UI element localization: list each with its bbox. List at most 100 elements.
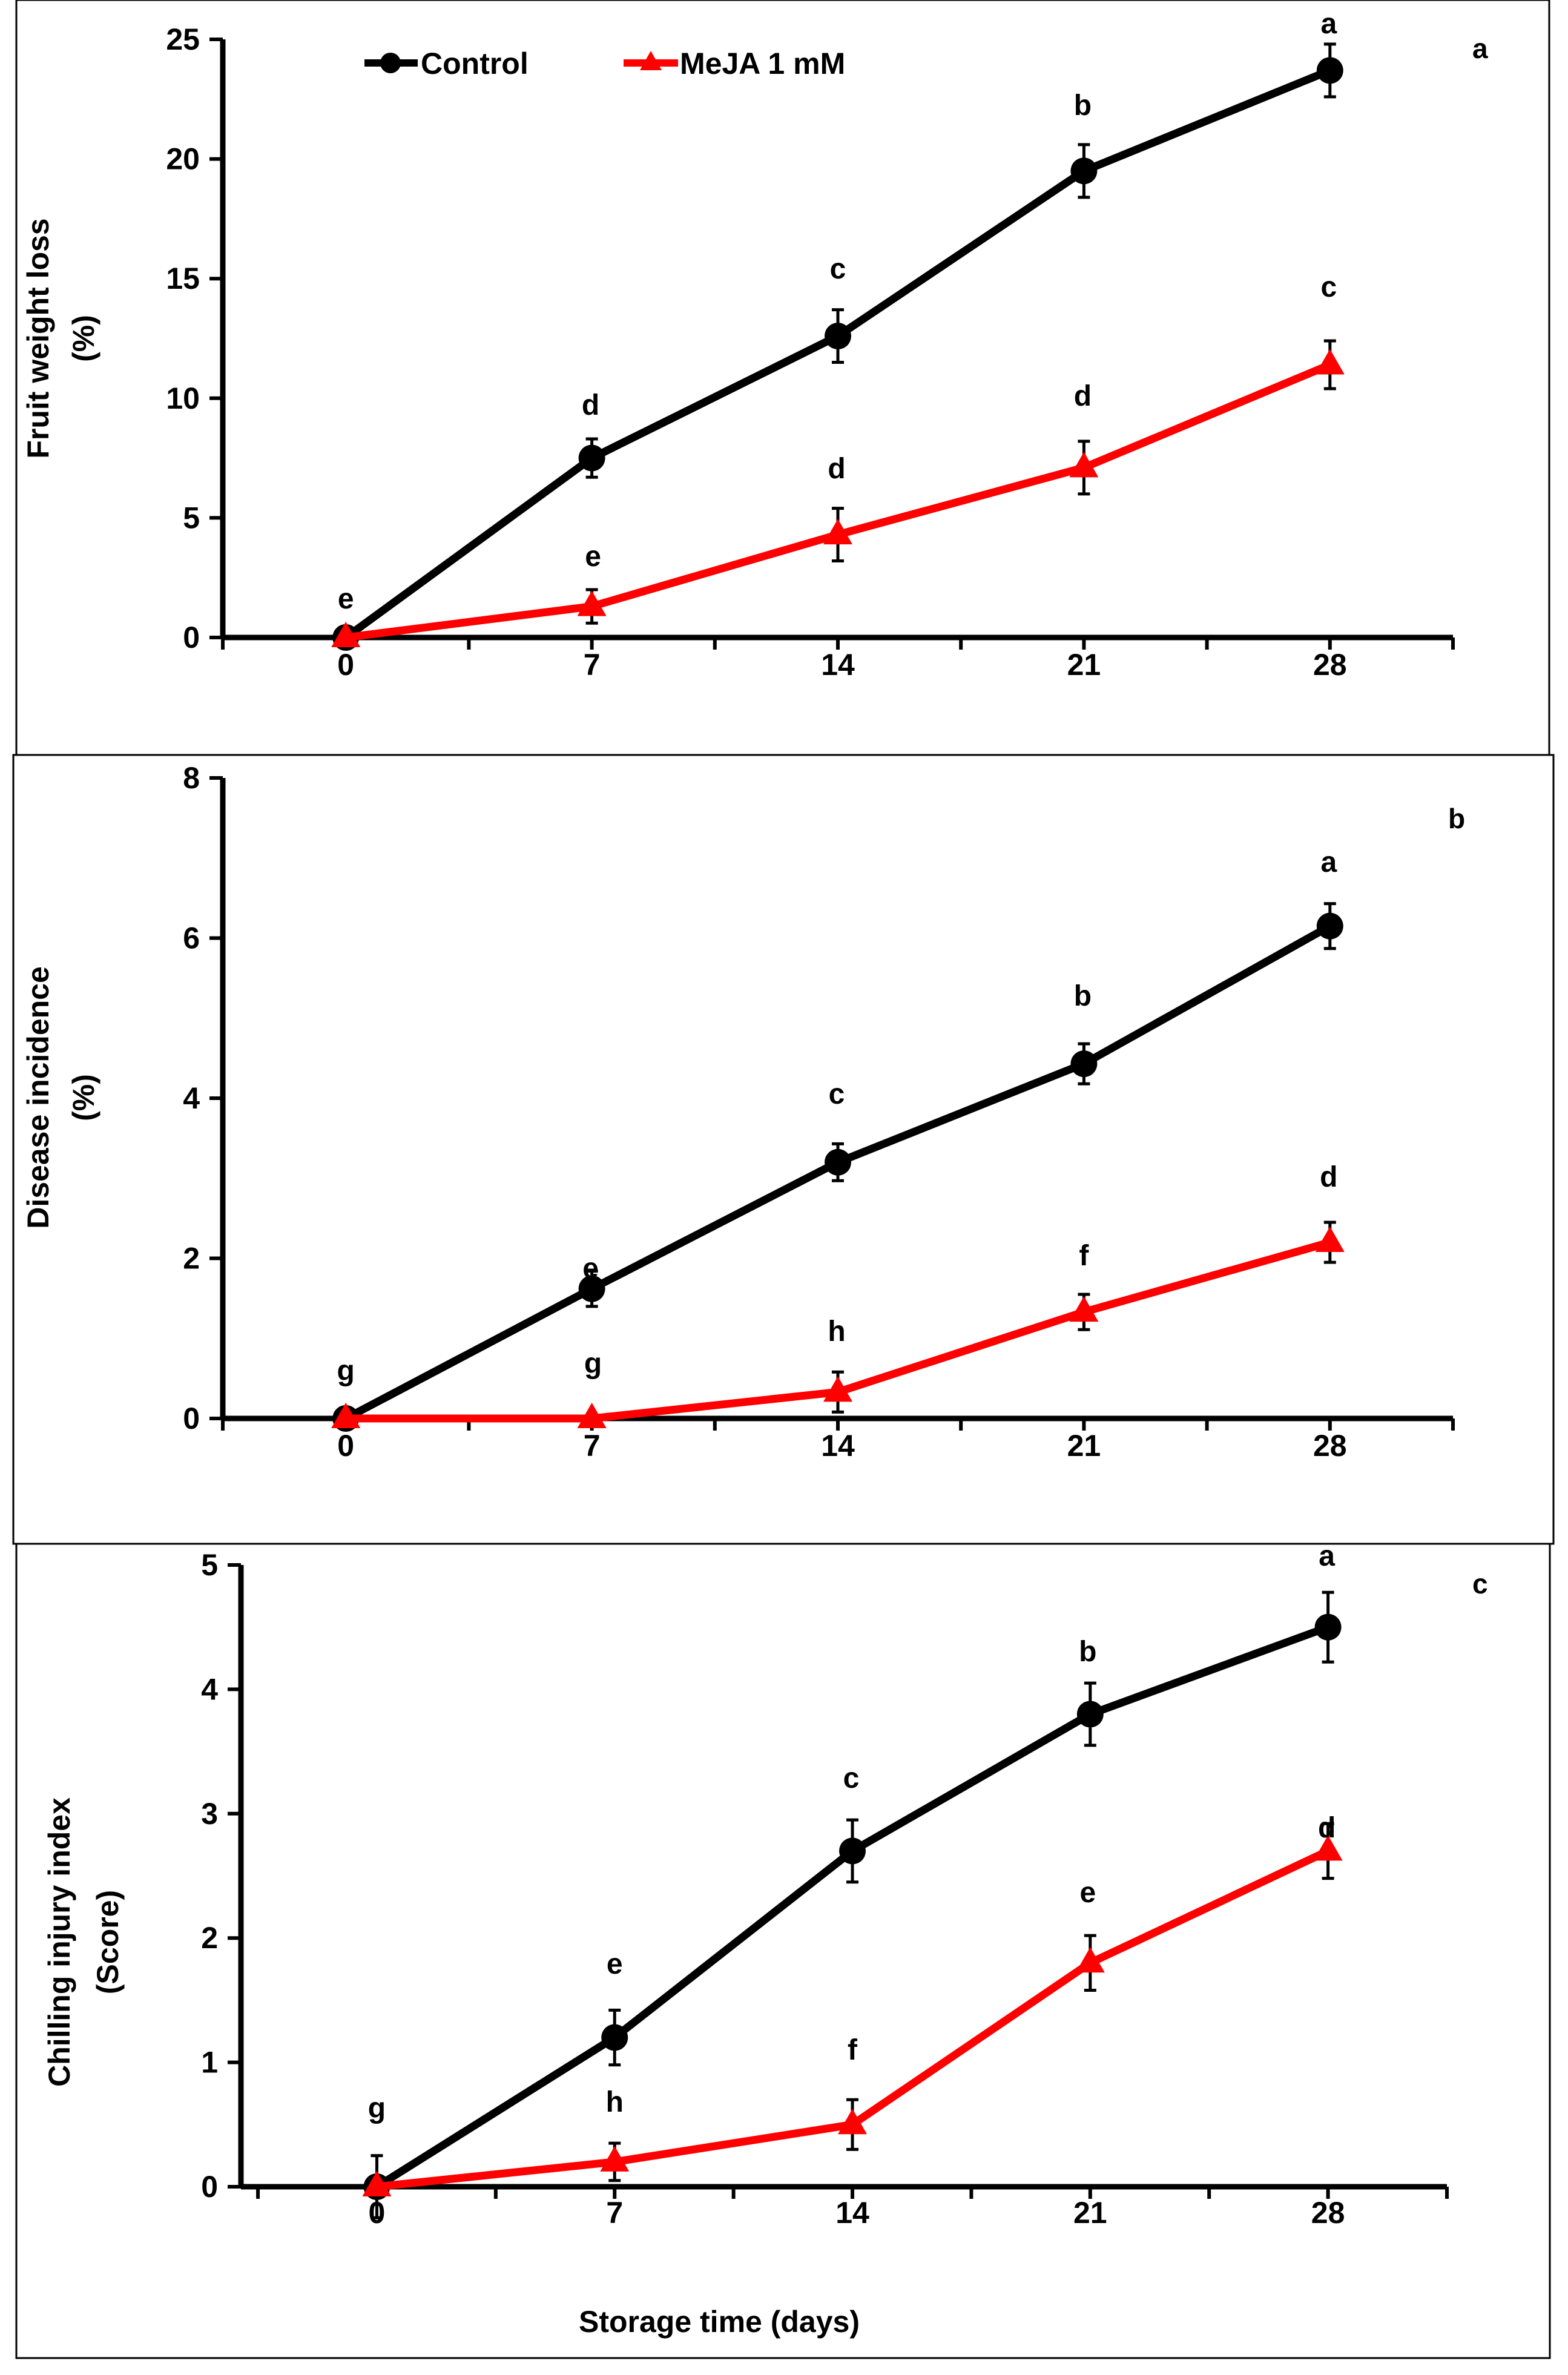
legend-marker-control <box>380 53 401 73</box>
significance-label: a <box>1320 846 1337 878</box>
significance-label: c <box>830 253 846 285</box>
data-point <box>331 1403 361 1428</box>
x-tick-label: 14 <box>821 648 855 682</box>
series-meja: e d d c <box>331 271 1345 647</box>
x-tick-label: 21 <box>1073 2196 1107 2230</box>
y-axis-title: Chilling injury index <box>42 1797 76 2087</box>
data-point <box>362 2171 392 2196</box>
y-tick-label: 2 <box>201 1921 218 1955</box>
data-point <box>1313 1835 1343 1861</box>
x-tick-label: 7 <box>584 648 601 682</box>
significance-label: c <box>829 1078 845 1110</box>
x-tick-label: 0 <box>337 1429 354 1463</box>
significance-label: e <box>582 1253 599 1285</box>
series-control: e d c b a <box>332 8 1343 651</box>
x-tick-label: 7 <box>606 2196 623 2230</box>
y-tick-label: 5 <box>183 501 200 535</box>
series-line <box>345 361 1332 642</box>
legend-marker-meja <box>640 51 662 70</box>
series-meja: g h f d <box>331 1161 1345 1428</box>
data-point <box>1316 57 1343 84</box>
x-tick-label: 21 <box>1067 1429 1101 1463</box>
data-point <box>1070 1050 1098 1078</box>
data-point <box>601 2024 628 2051</box>
panel-label: b <box>1448 803 1465 834</box>
significance-label: e <box>607 1948 623 1980</box>
data-point <box>1315 1227 1345 1253</box>
x-tick-label: 0 <box>337 648 354 682</box>
data-point <box>578 1275 605 1302</box>
y-tick-label: 4 <box>183 1081 200 1115</box>
data-point <box>1315 349 1345 375</box>
significance-label: c <box>843 1762 860 1794</box>
y-tick-label: 0 <box>201 2170 218 2204</box>
significance-label: c <box>1320 271 1337 303</box>
significance-label: b <box>1079 1636 1096 1668</box>
legend: Control MeJA 1 mM <box>364 47 845 81</box>
data-point <box>1076 1701 1104 1728</box>
y-tick-label: 1 <box>201 2046 218 2080</box>
significance-label: d <box>1074 380 1092 412</box>
significance-label: e <box>585 541 601 573</box>
data-point <box>1070 157 1098 185</box>
x-tick-label: 21 <box>1067 648 1101 682</box>
y-tick-label: 10 <box>166 381 200 415</box>
data-point <box>577 1403 607 1428</box>
data-point <box>1316 912 1343 940</box>
panel-frame <box>15 0 1550 756</box>
data-point <box>1075 1947 1105 1973</box>
y-tick-label: 0 <box>183 1402 200 1435</box>
x-tick-label: 28 <box>1311 2196 1345 2230</box>
x-axis-title: Storage time (days) <box>579 2305 860 2339</box>
data-point <box>838 2109 868 2135</box>
data-point <box>839 1837 866 1865</box>
significance-label: e <box>338 583 354 615</box>
significance-label: a <box>1319 1540 1335 1572</box>
y-tick-label: 20 <box>166 142 200 176</box>
legend-label-meja: MeJA 1 mM <box>680 47 845 81</box>
significance-label: f <box>848 2034 858 2066</box>
significance-label: d <box>828 453 845 485</box>
x-tick-label: 28 <box>1313 648 1347 682</box>
significance-label: b <box>1074 90 1092 122</box>
y-axis-unit: (%) <box>67 1074 100 1121</box>
significance-label: d <box>1320 1161 1337 1193</box>
y-tick-label: 0 <box>183 621 200 654</box>
data-point <box>823 519 852 545</box>
significance-label: g <box>368 2092 386 2124</box>
significance-label: b <box>1074 980 1092 1012</box>
y-tick-label: 25 <box>166 22 200 56</box>
y-axis-title: Disease incidence <box>21 966 55 1229</box>
y-axis-unit: (%) <box>67 315 100 362</box>
data-point <box>577 590 607 616</box>
data-point <box>1069 1296 1099 1322</box>
significance-label: h <box>606 2086 624 2118</box>
y-tick-label: 8 <box>183 761 200 795</box>
significance-label: g <box>584 1348 602 1380</box>
y-tick-label: 2 <box>183 1242 200 1276</box>
data-point <box>600 2146 630 2172</box>
data-point <box>1314 1613 1342 1641</box>
significance-label: g <box>337 1355 355 1387</box>
y-tick-label: 4 <box>201 1672 218 1706</box>
panel-label: a <box>1472 33 1488 64</box>
data-point <box>823 1376 852 1402</box>
data-point <box>331 622 361 647</box>
significance-label: a <box>1320 8 1337 40</box>
y-axis-unit: (Score) <box>91 1890 125 1994</box>
data-point <box>825 1148 851 1176</box>
legend-label-control: Control <box>421 47 529 81</box>
series-meja: h f e d <box>362 1812 1343 2196</box>
significance-label: d <box>582 389 599 421</box>
x-tick-label: 14 <box>821 1429 855 1463</box>
data-point <box>578 444 605 472</box>
data-point <box>825 323 851 350</box>
y-tick-label: 5 <box>201 1548 218 1582</box>
data-point <box>1069 452 1099 478</box>
significance-label: f <box>1079 1240 1089 1272</box>
y-axis-title: Fruit weight loss <box>21 218 55 458</box>
